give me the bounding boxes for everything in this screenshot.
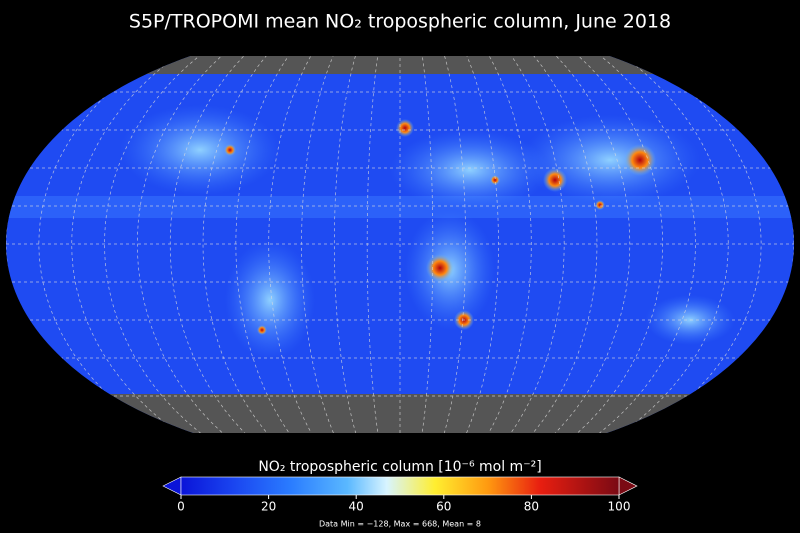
meridian (514, 56, 631, 433)
meridian (465, 56, 532, 433)
colorbar-tick-label: 80 (524, 500, 539, 514)
meridian (432, 56, 467, 433)
meridian (104, 56, 253, 433)
meridian (564, 56, 729, 433)
meridian (416, 56, 434, 433)
meridian (333, 56, 368, 433)
meridian (235, 56, 319, 433)
meridian (498, 56, 598, 433)
colorbar-tick-label: 0 (177, 500, 185, 514)
colorbar-ramp (180, 476, 620, 496)
meridian (366, 56, 384, 433)
meridian (169, 56, 286, 433)
colorbar-over (618, 476, 638, 496)
meridian (531, 56, 664, 433)
data-stats: Data Min = −128, Max = 668, Mean = 8 (319, 520, 481, 529)
colorbar: NO₂ tropospheric column [10⁻⁶ mol m⁻²] 0… (162, 459, 638, 514)
map-title: S5P/TROPOMI mean NO₂ tropospheric column… (129, 11, 671, 33)
colorbar-label: NO₂ tropospheric column [10⁻⁶ mol m⁻²] (258, 459, 541, 475)
meridian (301, 56, 352, 433)
meridian (481, 56, 565, 433)
meridian (202, 56, 302, 433)
meridian (136, 56, 269, 433)
colorbar-tick-label: 60 (436, 500, 451, 514)
colorbar-tick-label: 100 (608, 500, 631, 514)
map (6, 56, 794, 433)
meridian (71, 56, 236, 433)
land-glow (120, 105, 735, 360)
meridian (448, 56, 499, 433)
meridian (268, 56, 335, 433)
colorbar-under (162, 476, 182, 496)
colorbar-tick-label: 20 (261, 500, 276, 514)
colorbar-tick-label: 40 (349, 500, 364, 514)
